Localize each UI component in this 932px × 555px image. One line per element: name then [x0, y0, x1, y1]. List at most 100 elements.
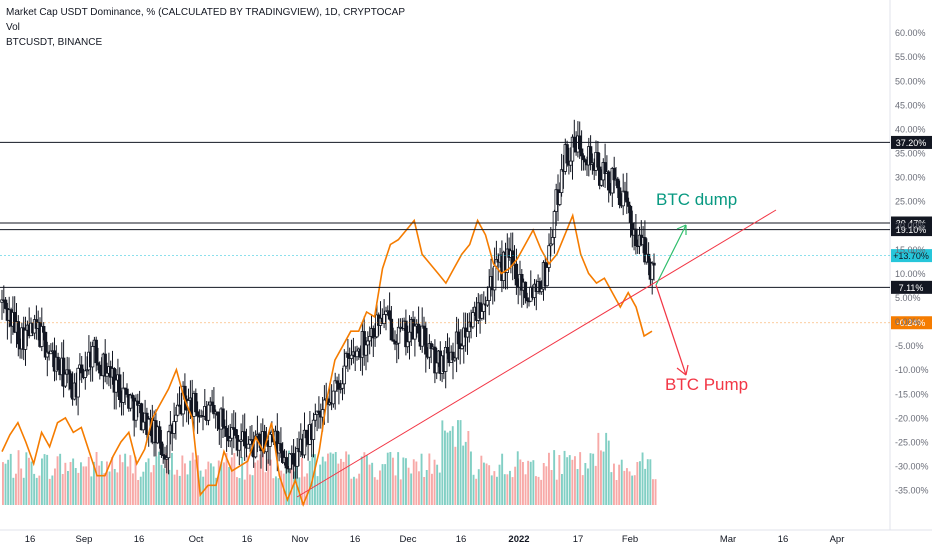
volume-bar — [639, 461, 641, 505]
volume-bar — [561, 474, 563, 505]
volume-bar — [441, 420, 444, 505]
candle-body-down — [626, 201, 631, 207]
volume-bar — [464, 441, 467, 505]
candle-body-up — [545, 267, 549, 287]
candle — [128, 393, 133, 412]
candle — [505, 233, 509, 290]
volume-bar — [189, 460, 192, 505]
volume-bar — [251, 475, 254, 505]
volume-bar — [15, 473, 17, 505]
volume-bar — [587, 468, 589, 505]
candle — [588, 135, 593, 171]
volume-bar — [462, 445, 465, 505]
volume-bar — [329, 452, 332, 505]
volume-bar — [574, 456, 576, 505]
volume-bar — [610, 472, 613, 505]
volume-bar — [509, 470, 511, 505]
volume-bar — [566, 457, 569, 505]
volume-bar — [579, 452, 582, 505]
volume-bar — [249, 474, 251, 505]
candle — [239, 423, 243, 458]
candle-body-up — [331, 390, 336, 405]
volume-bar — [470, 451, 472, 505]
volume-bar — [379, 470, 381, 505]
candle — [532, 279, 537, 306]
candle-body-up — [434, 362, 439, 374]
candle-body-down — [42, 325, 46, 333]
candle-body-down — [94, 339, 98, 364]
volume-bar — [220, 461, 223, 505]
volume-bar — [43, 454, 46, 505]
candle-body-down — [646, 253, 651, 263]
candle — [121, 371, 125, 416]
candle — [118, 367, 122, 408]
candle-body-down — [616, 178, 620, 189]
candle-body-up — [320, 409, 325, 418]
volume-bar — [275, 476, 277, 505]
candle-body-up — [342, 365, 346, 385]
candle — [105, 362, 109, 385]
volume-bar — [542, 463, 545, 505]
candle — [49, 343, 53, 355]
btc-last-label-bg — [891, 249, 932, 263]
volume-bar — [431, 473, 433, 505]
candle-body-up — [228, 437, 232, 442]
volume-bar — [225, 453, 228, 505]
candle-body-up — [90, 345, 95, 368]
levels-layer: 37.20%20.47%19.10%7.11%+13.70%-0.24% — [0, 135, 932, 330]
candle — [626, 197, 631, 214]
candle — [96, 347, 100, 371]
dump-arrow — [655, 224, 687, 286]
volume-bar — [386, 452, 389, 505]
candle-body-up — [460, 345, 464, 349]
volume-bar — [501, 453, 504, 505]
volume-bar — [80, 462, 82, 505]
candle — [242, 413, 247, 461]
volume-bar — [134, 456, 137, 505]
volume-bar — [321, 456, 324, 505]
trendline[interactable] — [296, 209, 777, 498]
volume-bar — [129, 455, 132, 505]
candle — [331, 390, 336, 408]
candle — [652, 253, 656, 281]
volume-bar — [168, 469, 171, 505]
volume-bar — [584, 463, 587, 505]
volume-bar — [592, 453, 595, 505]
volume-bar — [269, 459, 272, 505]
volume-bar — [280, 470, 283, 505]
volume-bar — [418, 471, 420, 505]
candle-body-up — [367, 335, 372, 342]
y-tick-label: -20.00% — [895, 413, 929, 423]
candle — [510, 232, 515, 281]
candle-body-up — [237, 440, 241, 451]
level-label-bg — [891, 223, 932, 237]
volume-bar — [376, 479, 379, 505]
candle-body-up — [288, 453, 292, 470]
volume-bar — [459, 420, 462, 505]
level-label-bg — [891, 135, 932, 149]
volume-bar — [654, 479, 657, 505]
line-layer — [1, 212, 653, 507]
candle-body-up — [485, 300, 490, 306]
y-tick-label: 5.00% — [895, 293, 921, 303]
candle — [221, 396, 225, 438]
volume-bar — [126, 466, 129, 505]
dominance-line — [1, 212, 653, 507]
candle — [230, 413, 234, 455]
volume-bar — [290, 462, 293, 505]
volume-bar — [152, 465, 155, 505]
volume-bar — [306, 473, 309, 505]
candle — [643, 220, 647, 265]
candle — [538, 277, 542, 295]
candle-body-up — [364, 344, 368, 356]
candle — [175, 393, 180, 417]
volume-bar — [246, 455, 249, 505]
candle — [550, 229, 555, 245]
candle-body-down — [233, 428, 238, 436]
volume-bar — [191, 452, 194, 505]
level-label-bg — [891, 280, 932, 294]
candle-body-down — [346, 353, 350, 358]
candle-body-up — [246, 443, 250, 449]
